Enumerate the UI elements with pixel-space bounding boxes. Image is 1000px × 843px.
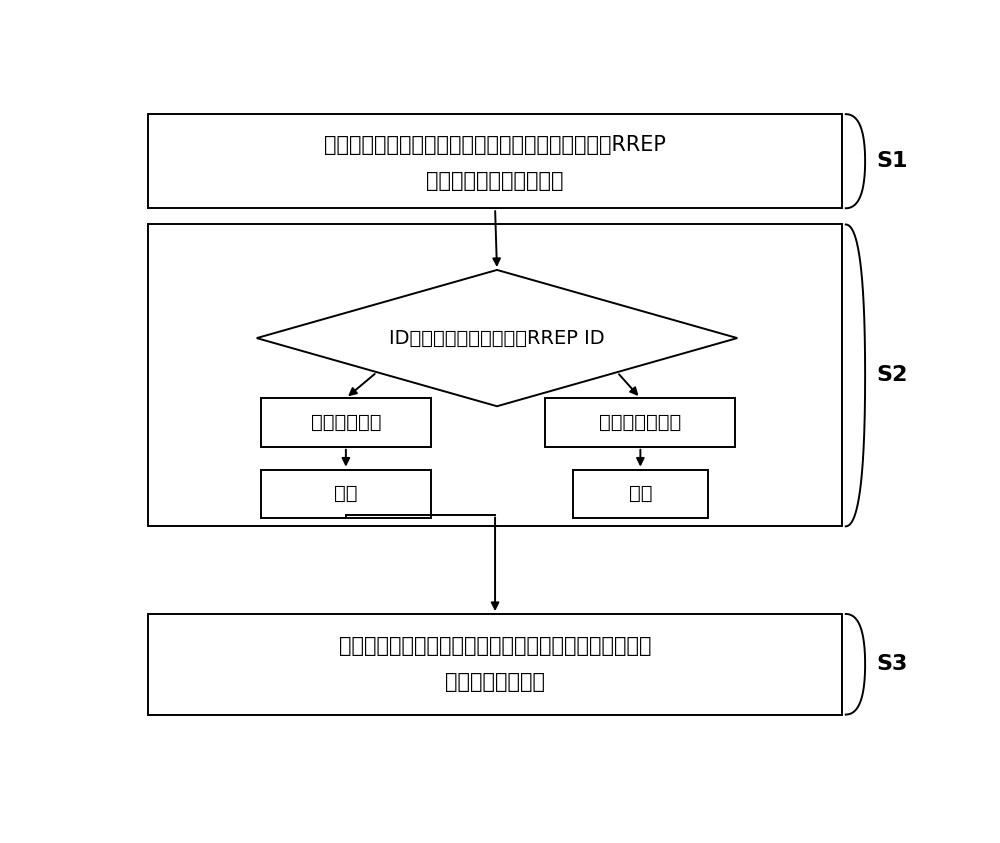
Bar <box>148 224 842 526</box>
Text: 丢弃: 丢弃 <box>629 485 652 503</box>
Text: S3: S3 <box>877 654 908 674</box>
Bar <box>545 398 735 447</box>
Text: 不是第一次接收: 不是第一次接收 <box>599 413 682 432</box>
Bar <box>573 470 708 518</box>
Polygon shape <box>257 270 737 406</box>
Text: S2: S2 <box>877 365 908 385</box>
Text: 是第一次接收: 是第一次接收 <box>311 413 381 432</box>
Text: 达到预定次数后停止回复: 达到预定次数后停止回复 <box>426 170 564 191</box>
Bar <box>261 398 431 447</box>
Bar <box>148 614 842 715</box>
Bar <box>261 470 431 518</box>
Text: S1: S1 <box>877 151 908 171</box>
Text: 转发: 转发 <box>334 485 358 503</box>
Text: ID记录表中是否存在当前RREP ID: ID记录表中是否存在当前RREP ID <box>389 329 605 347</box>
Text: 路径作为备份路径: 路径作为备份路径 <box>445 673 545 692</box>
Bar <box>148 114 842 208</box>
Text: 源节点将优先级最高的路径作为主路径，将优先级次高的: 源节点将优先级最高的路径作为主路径，将优先级次高的 <box>339 636 651 656</box>
Text: 目的节点或具有最新到目的节点路由的中间节点回复RREP: 目的节点或具有最新到目的节点路由的中间节点回复RREP <box>324 135 666 155</box>
